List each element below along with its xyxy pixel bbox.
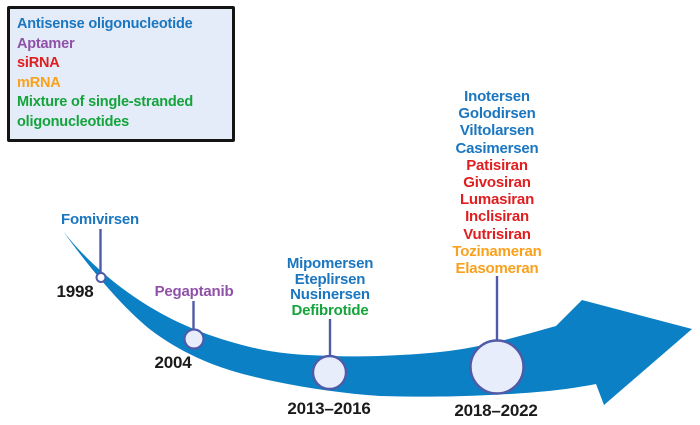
milestone-drugs-2013–2016: Mipomersen Eteplirsen Nusinersen Defibrotid… (286, 255, 374, 319)
drug-name: Nusinersen (290, 286, 370, 303)
drug-name: Mipomersen (286, 255, 374, 272)
drug-name: Defibrotide (291, 301, 369, 319)
year-label: 2013–2016 (287, 399, 371, 418)
drug-name: Golodirsen (458, 105, 536, 123)
legend-item-aptamer: Aptamer (17, 35, 75, 52)
drug-name: Eteplirsen (294, 270, 366, 288)
drug-name: Vutrisiran (463, 225, 531, 243)
year-label: 1998 (56, 282, 94, 301)
drug-name: Casimersen (455, 139, 539, 157)
drug-name: Inclisiran (465, 208, 529, 226)
drug-name: Fomivirsen (60, 211, 140, 228)
year-label: 2004 (154, 353, 192, 372)
legend-box: Antisense oligonucleotide Aptamer siRNA mRN… (7, 6, 235, 142)
drug-name: Elasomeran (455, 260, 539, 278)
drug-name: Pegaptanib (154, 283, 234, 300)
arrow-swoosh-path (63, 231, 692, 405)
legend-item-mrna: mRNA (17, 74, 61, 91)
milestone-node-2018-2022 (469, 339, 525, 395)
legend-item-sirna: siRNA (17, 55, 60, 71)
milestone-drugs-1998: Fomivirsen (61, 211, 139, 228)
drug-name: Inotersen (464, 88, 530, 105)
drug-name: Lumasiran (459, 191, 535, 209)
milestone-node-2013-2016 (311, 354, 348, 391)
legend-item-antisense-oligonucleotide: Antisense oligonucleotide (17, 16, 193, 32)
year-label: 2018–2022 (454, 401, 538, 420)
milestone-node-2004 (183, 328, 205, 350)
legend-item-mixture-of-single-stranded-oligonucleotides: Mixture of single-stranded oligonucleoti… (17, 94, 194, 130)
drug-name: Patisiran (466, 156, 528, 174)
drug-name: Givosiran (463, 174, 531, 192)
milestone-drugs-2018–2022: Inotersen Golodirsen Viltolarsen Casimersen… (452, 88, 541, 277)
milestone-node-1998 (95, 272, 107, 283)
drug-name: Tozinameran (452, 242, 542, 260)
milestone-drugs-2004: Pegaptanib (155, 283, 234, 300)
drug-name: Viltolarsen (459, 122, 535, 140)
